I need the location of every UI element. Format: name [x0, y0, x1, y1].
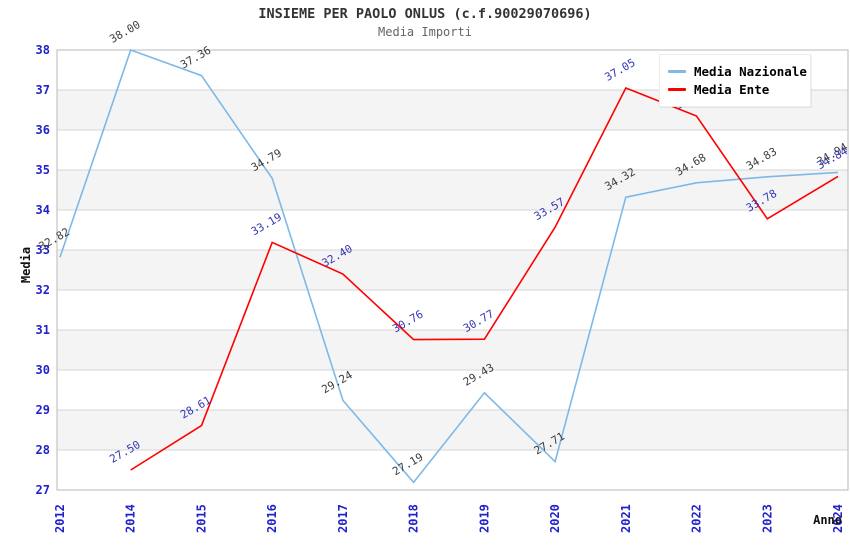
x-tick-label: 2017 [336, 504, 350, 533]
chart-title: INSIEME PER PAOLO ONLUS (c.f.90029070696… [258, 6, 592, 22]
y-tick-label: 27 [36, 483, 50, 497]
x-axis-title: Anno [813, 513, 842, 527]
y-tick-label: 28 [36, 443, 50, 457]
series-line-media-nazionale [59, 48, 839, 484]
y-tick-label: 37 [36, 83, 50, 97]
x-tick-label: 2024 [831, 504, 845, 533]
legend-swatch-nazionale-icon [668, 69, 686, 73]
x-tick-label: 2020 [548, 504, 562, 533]
x-tick-label: 2023 [760, 504, 774, 533]
x-tick-label: 2022 [690, 504, 704, 533]
legend-box: Media Nazionale Media Ente [659, 54, 811, 107]
chart-subtitle: Media Importi [378, 25, 472, 39]
x-tick-label: 2014 [124, 504, 138, 533]
y-tick-label: 33 [36, 243, 50, 257]
legend-label: Media Nazionale [694, 63, 807, 79]
x-tick-label: 2018 [407, 504, 421, 533]
y-tick-label: 30 [36, 363, 50, 377]
plot-border [56, 49, 849, 491]
grid-band [57, 410, 848, 450]
grid-band [57, 330, 848, 370]
y-tick-label: 29 [36, 403, 50, 417]
y-tick-label: 35 [36, 163, 50, 177]
x-tick-label: 2021 [619, 504, 633, 533]
y-tick-label: 38 [36, 43, 50, 57]
y-tick-label: 36 [36, 123, 50, 137]
grid-band [57, 170, 848, 210]
legend-swatch-ente-icon [668, 87, 686, 91]
y-tick-label: 31 [36, 323, 50, 337]
legend-label: Media Ente [694, 81, 770, 97]
value-label-media-nazionale: 29.24 [320, 368, 356, 396]
value-label-media-ente: 33.19 [249, 210, 284, 238]
value-label-media-nazionale: 34.83 [744, 145, 779, 173]
x-tick-label: 2019 [477, 504, 491, 533]
x-tick-label: 2012 [53, 504, 67, 533]
x-tick-label: 2015 [194, 504, 208, 533]
value-label-media-nazionale: 37.36 [178, 44, 213, 72]
series-line-media-ente [130, 86, 839, 471]
legend-item-media-ente: Media Ente [668, 81, 802, 97]
value-label-media-nazionale: 32.82 [37, 225, 72, 253]
value-label-media-ente: 37.05 [602, 56, 637, 84]
y-tick-label: 32 [36, 283, 50, 297]
legend-item-media-nazionale: Media Nazionale [668, 63, 807, 79]
y-axis-title: Media [19, 246, 33, 284]
y-tick-label: 34 [36, 203, 50, 217]
x-tick-label: 2016 [265, 504, 279, 533]
grid-band [57, 250, 848, 290]
